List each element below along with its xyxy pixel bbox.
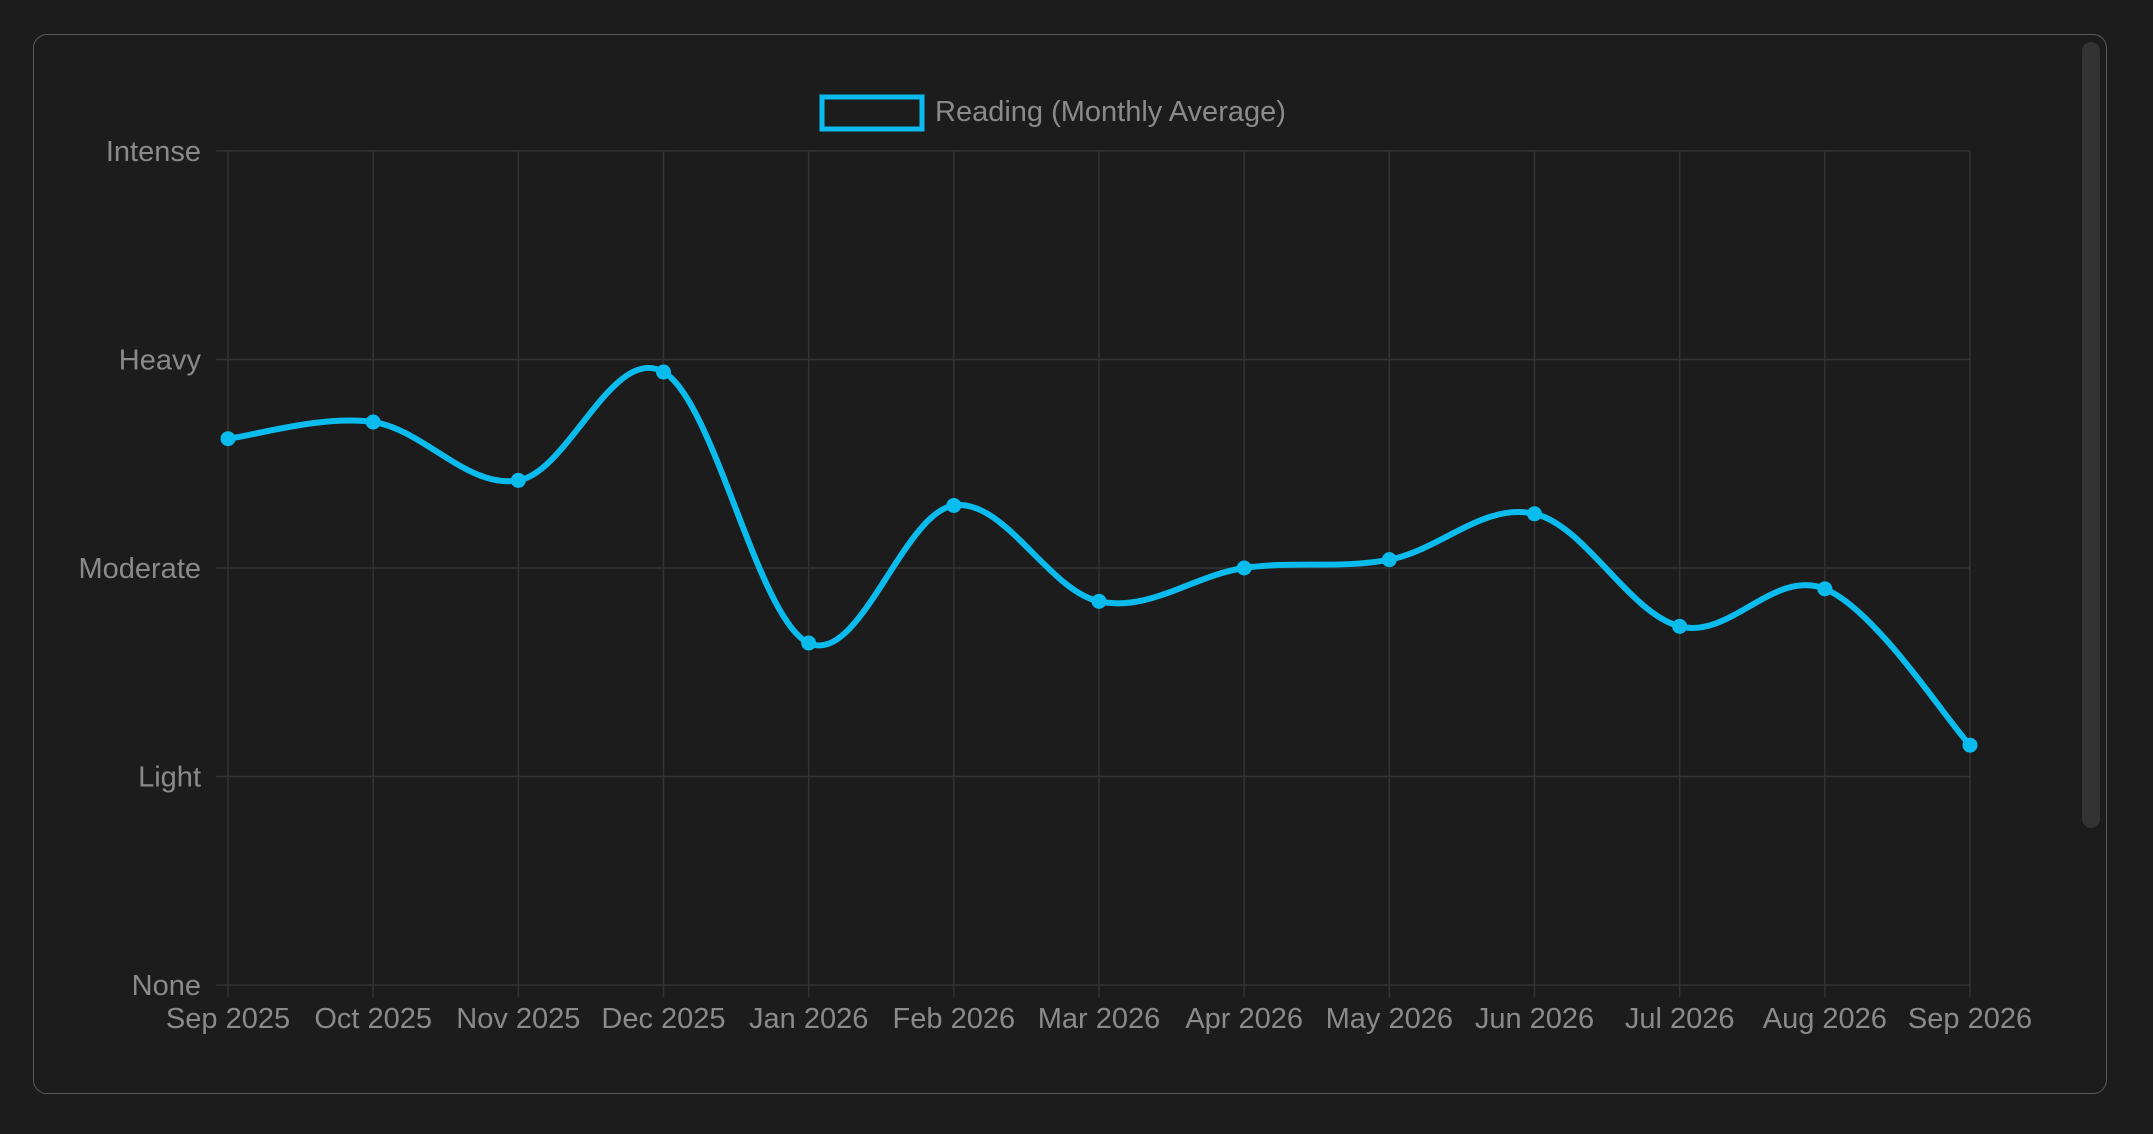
data-point[interactable] <box>365 414 381 430</box>
data-point[interactable] <box>1962 737 1978 753</box>
data-point[interactable] <box>1527 506 1542 522</box>
chart-card <box>33 34 2107 1094</box>
y-axis: None Light Moderate Heavy Intense <box>78 136 201 1002</box>
x-tick-label: Jun 2026 <box>1475 1003 1594 1035</box>
series-reading <box>220 364 1978 753</box>
x-axis: Sep 2025 Oct 2025 Nov 2025 Dec 2025 Jan 2026… <box>166 1003 2032 1035</box>
x-tick-label: Mar 2026 <box>1038 1003 1161 1035</box>
data-point[interactable] <box>801 635 817 651</box>
data-point[interactable] <box>946 497 962 513</box>
legend[interactable]: Reading (Monthly Average) <box>819 94 1286 132</box>
x-tick-label: Dec 2025 <box>601 1003 725 1035</box>
data-point[interactable] <box>220 431 236 447</box>
x-tick-label: Aug 2026 <box>1763 1003 1887 1035</box>
x-tick-label: Nov 2025 <box>456 1003 580 1035</box>
x-tick-label: Oct 2025 <box>314 1003 432 1035</box>
data-point[interactable] <box>1817 581 1833 597</box>
y-tick-label: Heavy <box>119 345 202 377</box>
y-tick-label: None <box>132 970 201 1002</box>
x-tick-label: Sep 2026 <box>1908 1003 2032 1035</box>
y-tick-label: Light <box>138 762 201 794</box>
x-tick-label: Sep 2025 <box>166 1003 290 1035</box>
grid-lines <box>216 150 1971 997</box>
legend-swatch <box>819 94 925 132</box>
x-tick-label: May 2026 <box>1326 1003 1453 1035</box>
legend-label: Reading (Monthly Average) <box>935 96 1286 128</box>
x-tick-label: Jan 2026 <box>749 1003 868 1035</box>
data-point[interactable] <box>1381 552 1397 568</box>
x-tick-label: Jul 2026 <box>1625 1003 1735 1035</box>
data-point[interactable] <box>1672 618 1688 634</box>
data-point[interactable] <box>510 472 526 488</box>
x-tick-label: Apr 2026 <box>1185 1003 1303 1035</box>
x-tick-label: Feb 2026 <box>893 1003 1016 1035</box>
y-tick-label: Moderate <box>78 553 201 585</box>
data-point[interactable] <box>1091 593 1107 609</box>
data-point[interactable] <box>1236 560 1252 576</box>
data-point[interactable] <box>656 364 671 380</box>
scrollbar[interactable] <box>2082 42 2100 828</box>
y-tick-label: Intense <box>106 136 201 168</box>
